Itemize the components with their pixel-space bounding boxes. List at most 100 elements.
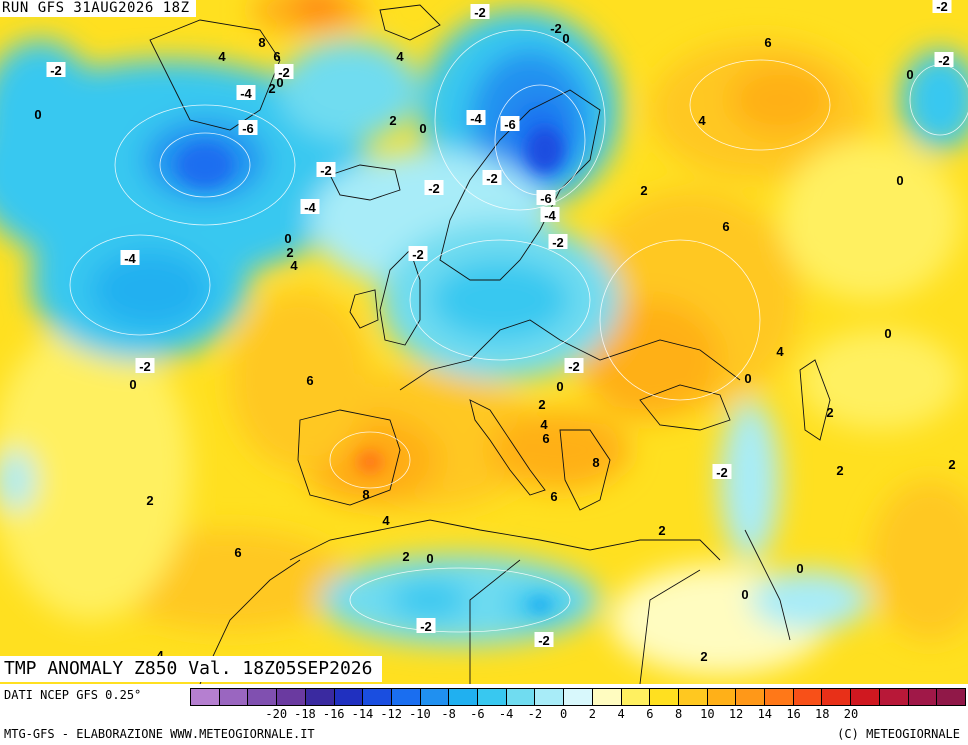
copyright: (C) METEOGIORNALE [837, 727, 960, 741]
legend-swatch [363, 689, 392, 705]
svg-text:0: 0 [284, 231, 291, 246]
svg-text:0: 0 [906, 67, 913, 82]
legend-swatch [793, 689, 823, 705]
contour-value-label: 0 [884, 326, 891, 341]
temperature-anomaly-map: -2 -2 0 -2 8 6 4 4 6 -2 -2 0 -2 0 -4 2 0 -6 2 0 -4 -6 4 -2 -2 -2 0… [0, 0, 968, 684]
svg-text:-4: -4 [544, 208, 556, 223]
legend-tick-label: 16 [786, 707, 801, 721]
svg-text:4: 4 [290, 258, 298, 273]
contour-value-label: 4 [290, 258, 298, 273]
svg-text:4: 4 [776, 344, 784, 359]
svg-text:8: 8 [592, 455, 599, 470]
contour-value-label: -2 [424, 180, 444, 196]
svg-text:-6: -6 [504, 117, 516, 132]
legend-tick-label: -6 [470, 707, 485, 721]
contour-value-label: 2 [948, 457, 955, 472]
svg-text:-2: -2 [50, 63, 62, 78]
svg-text:0: 0 [426, 551, 433, 566]
svg-text:6: 6 [722, 219, 729, 234]
svg-text:6: 6 [542, 431, 549, 446]
contour-value-label: 0 [34, 107, 41, 122]
legend-swatch [937, 689, 965, 705]
contour-value-label: 2 [286, 245, 293, 260]
contour-value-label: 2 [402, 549, 409, 564]
svg-text:6: 6 [764, 35, 771, 50]
legend-swatch [191, 689, 220, 705]
contour-value-label: -4 [236, 85, 256, 101]
legend-tick-label: 2 [588, 707, 596, 721]
contour-value-label: 0 [741, 587, 748, 602]
credit-line: MTG-GFS - ELABORAZIONE WWW.METEOGIORNALE… [4, 727, 315, 741]
svg-text:-2: -2 [474, 5, 486, 20]
contour-value-label: 0 [419, 121, 426, 136]
contour-value-label: 2 [268, 81, 275, 96]
legend-swatch [564, 689, 593, 705]
legend-swatch [765, 689, 794, 705]
svg-text:-4: -4 [304, 200, 316, 215]
svg-text:0: 0 [896, 173, 903, 188]
map-title: TMP ANOMALY Z850 Val. 18Z05SEP2026 [0, 656, 383, 682]
svg-text:-2: -2 [320, 163, 332, 178]
contour-value-label: 6 [542, 431, 549, 446]
contour-value-label: 8 [592, 455, 599, 470]
contour-value-label: -2 [548, 234, 568, 250]
svg-text:0: 0 [562, 31, 569, 46]
svg-text:-6: -6 [242, 121, 254, 136]
contour-value-label: 2 [389, 113, 396, 128]
contour-value-label: -4 [466, 110, 486, 126]
contour-value-label: -2 [934, 52, 954, 68]
run-label: RUN GFS 31AUG2026 18Z [0, 0, 196, 17]
svg-text:-2: -2 [568, 359, 580, 374]
legend-tick-label: -2 [527, 707, 543, 721]
contour-value-label: -2 [46, 62, 66, 78]
legend-swatch [908, 689, 938, 705]
legend-swatch [592, 689, 622, 705]
contour-value-label: 0 [906, 67, 913, 82]
legend-swatch [678, 689, 708, 705]
contour-value-label: 4 [776, 344, 784, 359]
legend-swatch [420, 689, 450, 705]
svg-text:-2: -2 [428, 181, 440, 196]
contour-value-label: 6 [234, 545, 241, 560]
contour-value-label: 0 [284, 231, 291, 246]
legend-swatch [822, 689, 852, 705]
legend-swatch [449, 689, 479, 705]
legend-tick-label: -12 [380, 707, 403, 721]
contour-value-label: 6 [306, 373, 313, 388]
contour-value-label: 6 [273, 49, 280, 64]
contour-value-label: -4 [120, 250, 140, 266]
svg-text:2: 2 [836, 463, 843, 478]
contour-value-label: 6 [764, 35, 771, 50]
svg-text:-2: -2 [552, 235, 564, 250]
svg-text:-2: -2 [412, 247, 424, 262]
legend-tick-label: -10 [409, 707, 431, 721]
contour-value-label: -6 [500, 116, 520, 132]
legend-tick-label: 4 [617, 707, 625, 721]
contour-value-label: 2 [826, 405, 833, 420]
color-scale-ticks: -20 -18 -16 -14 -12 -10 -8 -6 -4 -2 0 2 4 6 8 10 12 14 16 1… [190, 707, 966, 725]
contour-value-label: -2 [712, 464, 732, 480]
svg-text:6: 6 [306, 373, 313, 388]
contour-value-label: -2 [135, 358, 155, 374]
legend-swatch [650, 689, 679, 705]
svg-text:2: 2 [402, 549, 409, 564]
contour-value-label: -2 [564, 358, 584, 374]
contour-value-label: 0 [556, 379, 563, 394]
contour-value-label: 0 [796, 561, 803, 576]
svg-text:-2: -2 [139, 359, 151, 374]
svg-text:-2: -2 [936, 0, 948, 14]
svg-text:0: 0 [129, 377, 136, 392]
contour-value-label: 2 [146, 493, 153, 508]
svg-text:0: 0 [796, 561, 803, 576]
contour-value-label: -2 [534, 632, 554, 648]
contour-value-label: -2 [274, 64, 294, 80]
anomaly-cores [177, 128, 563, 613]
contour-value-label: 2 [836, 463, 843, 478]
svg-text:4: 4 [218, 49, 226, 64]
svg-text:4: 4 [540, 417, 548, 432]
contour-value-label: -4 [540, 207, 560, 223]
legend-swatch [621, 689, 651, 705]
contour-value-label: 2 [700, 649, 707, 664]
svg-text:2: 2 [146, 493, 153, 508]
legend-swatch [248, 689, 278, 705]
